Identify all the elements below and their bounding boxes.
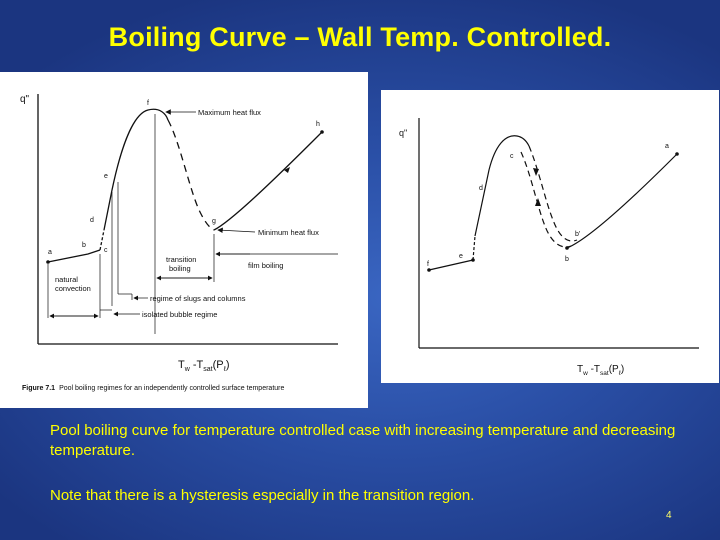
right-point-a (675, 152, 679, 156)
left-y-axis-label: q" (20, 94, 30, 105)
right-label-c: c (510, 153, 514, 160)
right-x-axis-label: Tw -Tsat(Pℓ) (577, 364, 624, 377)
left-slugs-label: regime of slugs and columns (150, 294, 246, 303)
right-curve-upper-transition (528, 145, 578, 242)
left-film-arrow-icon (284, 167, 290, 173)
right-point-f (427, 268, 431, 272)
left-figure-caption: Figure 7.1 Pool boiling regimes for an in… (22, 385, 284, 392)
left-label-a: a (48, 249, 52, 256)
left-natural-label-2: convection (55, 284, 91, 293)
slide-title: Boiling Curve – Wall Temp. Controlled. (108, 22, 612, 52)
left-point-h (320, 130, 324, 134)
right-label-d: d (479, 185, 483, 192)
left-curve-film-boiling (213, 131, 323, 231)
right-curve-lower-transition (520, 151, 572, 248)
left-film-label: film boiling (248, 261, 283, 270)
left-curve-isolated-bubbles (99, 229, 105, 251)
page-number: 4 (666, 510, 672, 521)
right-point-b (565, 246, 569, 250)
right-curve-fe (428, 259, 474, 271)
left-label-d: d (90, 217, 94, 224)
right-label-b-prime: b' (575, 231, 580, 238)
right-down-arrow-icon (533, 168, 539, 176)
left-figure-svg: q" a b c d e f g h (20, 94, 338, 392)
left-min-flux-arrow (217, 227, 256, 234)
slide-caption-description: Pool boiling curve for temperature contr… (50, 422, 676, 459)
right-label-f: f (427, 261, 429, 268)
right-curve-ed (472, 235, 476, 261)
right-label-b: b (565, 256, 569, 263)
left-label-c: c (104, 247, 108, 254)
left-curve-natural-convection (47, 249, 101, 263)
left-label-f: f (147, 100, 149, 107)
left-max-flux-label: Maximum heat flux (198, 108, 261, 117)
slide-caption-hysteresis-note: Note that there is a hysteresis especial… (50, 487, 475, 504)
right-point-e (471, 258, 475, 262)
right-figure-svg: q" f e d c b' (399, 118, 699, 377)
left-transition-label-2: boiling (169, 264, 191, 273)
left-label-e: e (104, 173, 108, 180)
left-curve-transition-boiling (167, 119, 215, 231)
left-natural-label-1: natural (55, 275, 78, 284)
right-y-axis-label: q" (399, 128, 407, 138)
right-curve-film (566, 153, 678, 249)
left-isolated-label: isolated bubble regime (142, 310, 217, 319)
left-label-b: b (82, 242, 86, 249)
right-label-a: a (665, 143, 669, 150)
right-hysteresis-curve-figure: q" f e d c b' (381, 90, 719, 383)
left-min-flux-label: Minimum heat flux (258, 228, 319, 237)
right-curve-dc (474, 135, 530, 237)
left-point-a (46, 260, 50, 264)
left-curve-nucleate-boiling (103, 108, 169, 231)
left-x-axis-label: Tw -Tsat(Pℓ) (178, 359, 230, 373)
right-up-arrow-icon (535, 198, 541, 206)
left-transition-label-1: transition (166, 255, 196, 264)
left-boiling-curve-figure: q" a b c d e f g h (0, 72, 368, 408)
left-label-h: h (316, 121, 320, 128)
right-label-e: e (459, 253, 463, 260)
left-label-g: g (212, 218, 216, 225)
